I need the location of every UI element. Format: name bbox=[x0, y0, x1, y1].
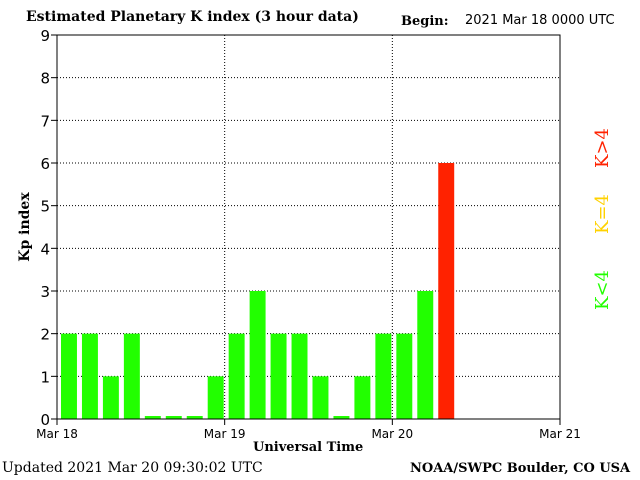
x-tick-label: Mar 19 bbox=[204, 427, 246, 441]
kp-bar bbox=[102, 376, 119, 419]
kp-bar bbox=[417, 291, 434, 419]
x-tick-label: Mar 20 bbox=[371, 427, 413, 441]
kp-bar bbox=[207, 376, 224, 419]
kp-bar bbox=[144, 416, 161, 419]
kp-bar bbox=[270, 333, 287, 419]
kp-bar bbox=[354, 376, 371, 419]
kp-bar bbox=[249, 291, 266, 419]
legend-label: K<4 bbox=[592, 270, 613, 310]
kp-bar bbox=[396, 333, 413, 419]
x-tick-label: Mar 21 bbox=[539, 427, 581, 441]
updated-timestamp: Updated 2021 Mar 20 09:30:02 UTC bbox=[2, 460, 263, 476]
kp-bar bbox=[186, 416, 203, 419]
y-tick-label: 9 bbox=[40, 27, 50, 45]
legend-label: K>4 bbox=[592, 128, 613, 168]
legend-label: K=4 bbox=[592, 194, 613, 234]
kp-bar bbox=[375, 333, 392, 419]
y-tick-label: 7 bbox=[40, 112, 50, 130]
y-tick-label: 8 bbox=[40, 70, 50, 88]
y-tick-label: 5 bbox=[40, 198, 50, 216]
kp-bar bbox=[291, 333, 308, 419]
kp-bar bbox=[123, 333, 140, 419]
plot-frame bbox=[56, 34, 561, 420]
x-tick-label: Mar 18 bbox=[36, 427, 78, 441]
kp-bar bbox=[438, 163, 455, 419]
kp-bar bbox=[228, 333, 245, 419]
kp-bar bbox=[165, 416, 182, 419]
chart-title: Estimated Planetary K index (3 hour data… bbox=[26, 9, 359, 25]
y-tick-label: 4 bbox=[40, 240, 50, 258]
y-tick-label: 3 bbox=[40, 283, 50, 301]
kp-bar bbox=[81, 333, 98, 419]
kp-bar bbox=[61, 333, 77, 419]
kp-bar bbox=[333, 416, 350, 419]
begin-value: 2021 Mar 18 0000 UTC bbox=[465, 13, 615, 28]
y-tick-label: 6 bbox=[40, 155, 50, 173]
y-tick-label: 0 bbox=[40, 411, 50, 429]
y-axis-label: Kp index bbox=[17, 192, 33, 262]
x-axis-label: Universal Time bbox=[253, 440, 364, 455]
kp-bar bbox=[312, 376, 329, 419]
y-tick-label: 1 bbox=[40, 368, 50, 386]
credit-label: NOAA/SWPC Boulder, CO USA bbox=[410, 461, 631, 476]
begin-label: Begin: bbox=[401, 14, 449, 29]
y-tick-label: 2 bbox=[40, 326, 50, 344]
